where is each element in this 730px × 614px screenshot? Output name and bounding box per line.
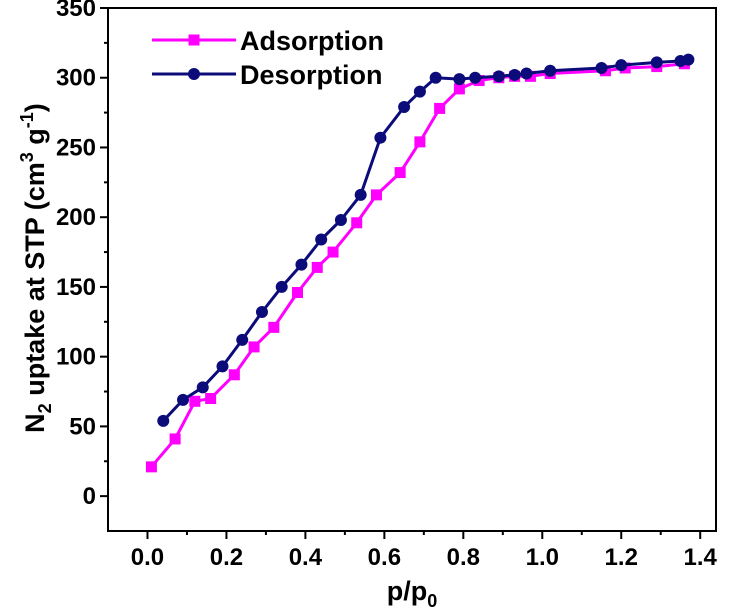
- data-point: [295, 258, 308, 271]
- y-tick-label: 0: [83, 483, 96, 510]
- x-tick-label: 0.4: [289, 544, 323, 571]
- legend: Adsorption Desorption: [152, 26, 384, 90]
- data-point: [492, 70, 505, 83]
- data-point: [268, 321, 280, 333]
- x-axis-title-main: p/p: [387, 576, 428, 606]
- x-tick-label: 0.0: [131, 544, 164, 571]
- data-point: [311, 261, 323, 273]
- legend-item-adsorption: Adsorption: [152, 26, 384, 56]
- data-point: [327, 246, 339, 258]
- x-axis-title: p/p0: [387, 576, 438, 611]
- data-point: [374, 131, 387, 144]
- legend-label: Desorption: [240, 60, 383, 90]
- x-tick-label: 0.2: [210, 544, 243, 571]
- legend-item-desorption: Desorption: [152, 60, 383, 90]
- data-point: [315, 233, 328, 246]
- data-point: [292, 287, 304, 299]
- series-adsorption: [145, 58, 690, 473]
- y-axis-title-mid: uptake at STP (cm: [20, 162, 50, 403]
- data-point: [429, 71, 442, 84]
- data-point: [520, 67, 533, 80]
- y-tick-label: 150: [56, 274, 96, 301]
- data-point: [413, 85, 426, 98]
- y-tick-label: 100: [56, 344, 96, 371]
- data-point: [394, 167, 406, 179]
- data-point: [196, 381, 209, 394]
- data-point: [544, 64, 557, 77]
- x-tick-label: 0.8: [447, 544, 480, 571]
- data-point: [275, 280, 288, 293]
- y-tick-label: 250: [56, 134, 96, 161]
- y-axis-title-post: ): [20, 103, 50, 112]
- y-axis-title-sup1: 3: [17, 152, 37, 162]
- data-point: [248, 341, 260, 353]
- data-point: [334, 213, 347, 226]
- y-axis-title: N2 uptake at STP (cm3 g-1): [17, 103, 55, 433]
- y-tick-label: 200: [56, 204, 96, 231]
- data-point: [177, 393, 190, 406]
- data-point: [157, 414, 170, 427]
- y-tick-label: 300: [56, 65, 96, 92]
- data-point: [469, 71, 482, 84]
- data-point: [398, 101, 411, 114]
- data-point: [236, 333, 249, 346]
- data-point: [228, 369, 240, 381]
- y-tick-label: 350: [56, 0, 96, 22]
- data-point: [351, 217, 363, 229]
- legend-label: Adsorption: [240, 26, 384, 56]
- series-line-adsorption: [150, 62, 685, 468]
- data-point: [189, 395, 201, 407]
- y-tick-label: 50: [69, 413, 96, 440]
- data-point: [354, 188, 367, 201]
- x-axis-title-sub: 0: [427, 591, 437, 611]
- data-point: [508, 68, 521, 81]
- series-desorption: [157, 53, 695, 427]
- data-point: [205, 393, 217, 405]
- data-point: [434, 102, 446, 114]
- data-point: [615, 59, 628, 72]
- plot-frame: [107, 7, 717, 532]
- data-point: [169, 433, 181, 445]
- x-tick-label: 0.6: [368, 544, 401, 571]
- data-point: [650, 56, 663, 69]
- data-point: [145, 461, 157, 473]
- legend-marker: [188, 68, 200, 80]
- y-axis-title-sup2: -1: [17, 112, 37, 128]
- x-tick-label: 1.0: [526, 544, 559, 571]
- y-axis-title-space: g: [20, 128, 50, 152]
- data-point: [370, 189, 382, 201]
- data-point: [453, 83, 465, 95]
- series-line-desorption: [162, 58, 689, 422]
- data-point: [216, 360, 229, 373]
- y-axis-title-pre: N: [20, 413, 50, 433]
- x-tick-label: 1.2: [605, 544, 638, 571]
- data-point: [255, 306, 268, 319]
- x-tick-label: 1.4: [684, 544, 718, 571]
- legend-marker: [188, 34, 200, 46]
- data-point: [595, 61, 608, 74]
- y-axis-title-sub: 2: [35, 403, 55, 413]
- data-point: [682, 53, 695, 66]
- data-point: [453, 73, 466, 86]
- data-point: [414, 136, 426, 148]
